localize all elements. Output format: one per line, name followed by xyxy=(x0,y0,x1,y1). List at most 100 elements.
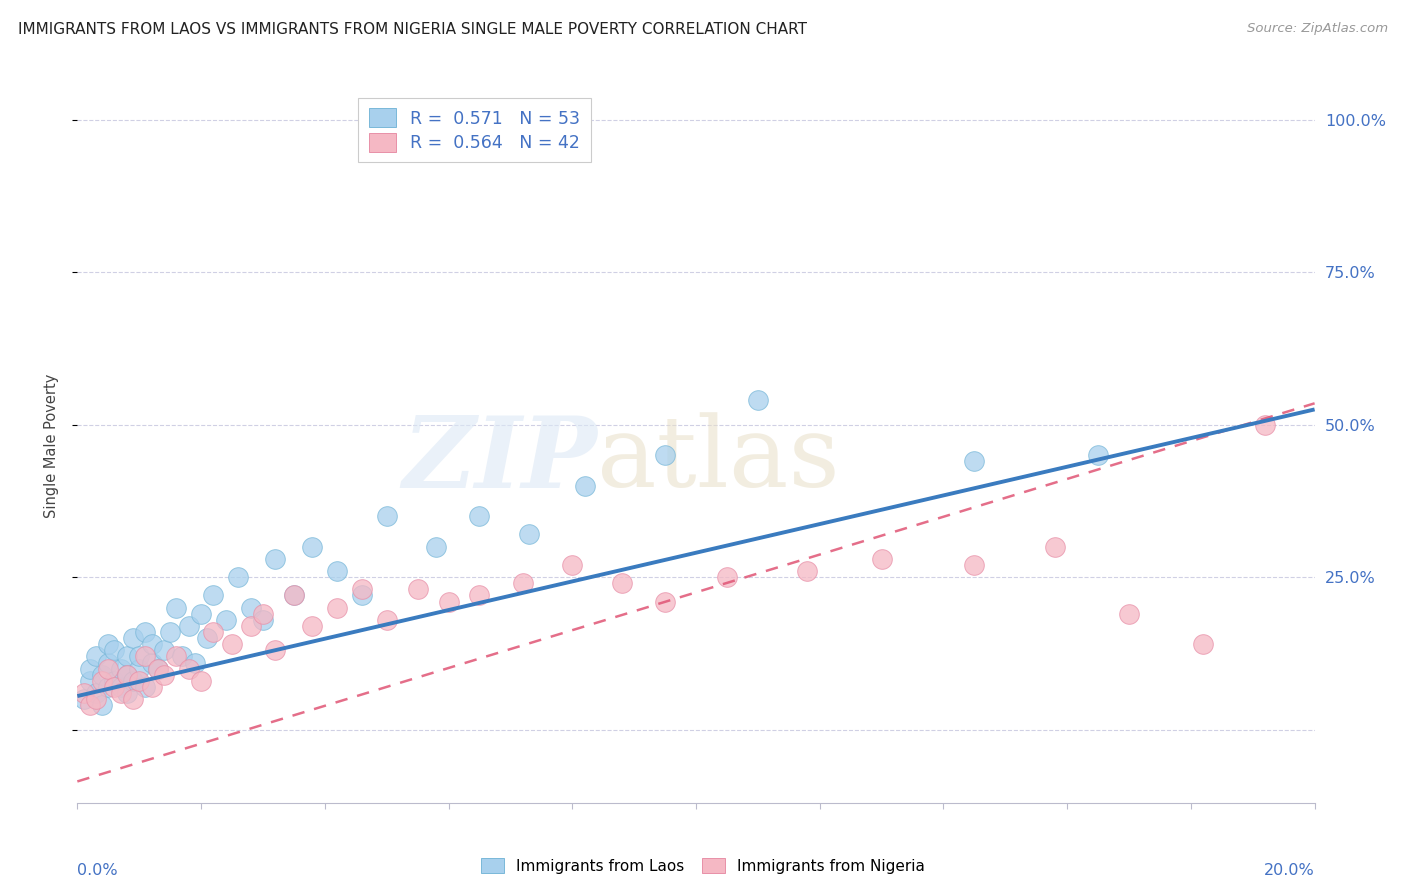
Point xyxy=(283,589,305,603)
Point xyxy=(97,680,120,694)
Point xyxy=(79,662,101,676)
Point xyxy=(747,393,769,408)
Point xyxy=(177,662,200,676)
Point xyxy=(172,649,194,664)
Point xyxy=(110,680,132,694)
Point xyxy=(165,649,187,664)
Point xyxy=(146,662,169,676)
Point xyxy=(184,656,207,670)
Point xyxy=(716,570,738,584)
Point xyxy=(177,619,200,633)
Point xyxy=(91,673,114,688)
Point xyxy=(1118,607,1140,621)
Point xyxy=(97,662,120,676)
Point xyxy=(202,589,225,603)
Text: atlas: atlas xyxy=(598,412,839,508)
Point xyxy=(283,589,305,603)
Point xyxy=(122,631,145,645)
Point xyxy=(264,551,287,566)
Point xyxy=(468,509,491,524)
Point xyxy=(91,667,114,681)
Point xyxy=(159,625,181,640)
Point xyxy=(654,448,676,462)
Point xyxy=(215,613,238,627)
Point xyxy=(79,673,101,688)
Y-axis label: Single Male Poverty: Single Male Poverty xyxy=(44,374,59,518)
Point xyxy=(301,619,323,633)
Point xyxy=(963,454,986,468)
Point xyxy=(574,478,596,492)
Point xyxy=(72,686,94,700)
Point xyxy=(190,673,212,688)
Legend: R =  0.571   N = 53, R =  0.564   N = 42: R = 0.571 N = 53, R = 0.564 N = 42 xyxy=(359,98,591,162)
Point xyxy=(963,558,986,572)
Point xyxy=(141,680,163,694)
Point xyxy=(128,649,150,664)
Point xyxy=(153,643,176,657)
Point xyxy=(425,540,447,554)
Point xyxy=(128,673,150,688)
Point xyxy=(221,637,243,651)
Point xyxy=(437,594,460,608)
Point xyxy=(115,667,138,681)
Point xyxy=(110,686,132,700)
Point xyxy=(103,643,125,657)
Point xyxy=(326,564,349,578)
Point xyxy=(252,607,274,621)
Point xyxy=(134,649,156,664)
Point xyxy=(350,582,373,597)
Point xyxy=(264,643,287,657)
Point xyxy=(239,600,262,615)
Point xyxy=(239,619,262,633)
Point xyxy=(103,680,125,694)
Point xyxy=(134,625,156,640)
Text: 20.0%: 20.0% xyxy=(1264,863,1315,879)
Text: 0.0%: 0.0% xyxy=(77,863,118,879)
Point xyxy=(103,673,125,688)
Point xyxy=(141,656,163,670)
Point xyxy=(796,564,818,578)
Point xyxy=(141,637,163,651)
Point xyxy=(134,680,156,694)
Point xyxy=(84,692,107,706)
Point xyxy=(350,589,373,603)
Point xyxy=(97,637,120,651)
Legend: Immigrants from Laos, Immigrants from Nigeria: Immigrants from Laos, Immigrants from Ni… xyxy=(474,852,932,880)
Point xyxy=(301,540,323,554)
Point xyxy=(72,692,94,706)
Point xyxy=(610,576,633,591)
Point xyxy=(115,649,138,664)
Point xyxy=(517,527,540,541)
Point xyxy=(406,582,429,597)
Point xyxy=(128,662,150,676)
Point xyxy=(226,570,249,584)
Point xyxy=(165,600,187,615)
Point xyxy=(1254,417,1277,432)
Point xyxy=(84,649,107,664)
Point xyxy=(468,589,491,603)
Text: Source: ZipAtlas.com: Source: ZipAtlas.com xyxy=(1247,22,1388,36)
Point xyxy=(146,662,169,676)
Point xyxy=(512,576,534,591)
Point xyxy=(115,667,138,681)
Point xyxy=(1043,540,1066,554)
Point xyxy=(115,686,138,700)
Text: ZIP: ZIP xyxy=(402,412,598,508)
Point xyxy=(79,698,101,713)
Point xyxy=(91,698,114,713)
Point xyxy=(252,613,274,627)
Point xyxy=(122,673,145,688)
Point xyxy=(84,686,107,700)
Point xyxy=(870,551,893,566)
Point xyxy=(375,613,398,627)
Point xyxy=(561,558,583,572)
Point xyxy=(195,631,218,645)
Text: IMMIGRANTS FROM LAOS VS IMMIGRANTS FROM NIGERIA SINGLE MALE POVERTY CORRELATION : IMMIGRANTS FROM LAOS VS IMMIGRANTS FROM … xyxy=(18,22,807,37)
Point xyxy=(1087,448,1109,462)
Point xyxy=(153,667,176,681)
Point xyxy=(122,692,145,706)
Point xyxy=(1192,637,1215,651)
Point xyxy=(326,600,349,615)
Point xyxy=(190,607,212,621)
Point xyxy=(110,662,132,676)
